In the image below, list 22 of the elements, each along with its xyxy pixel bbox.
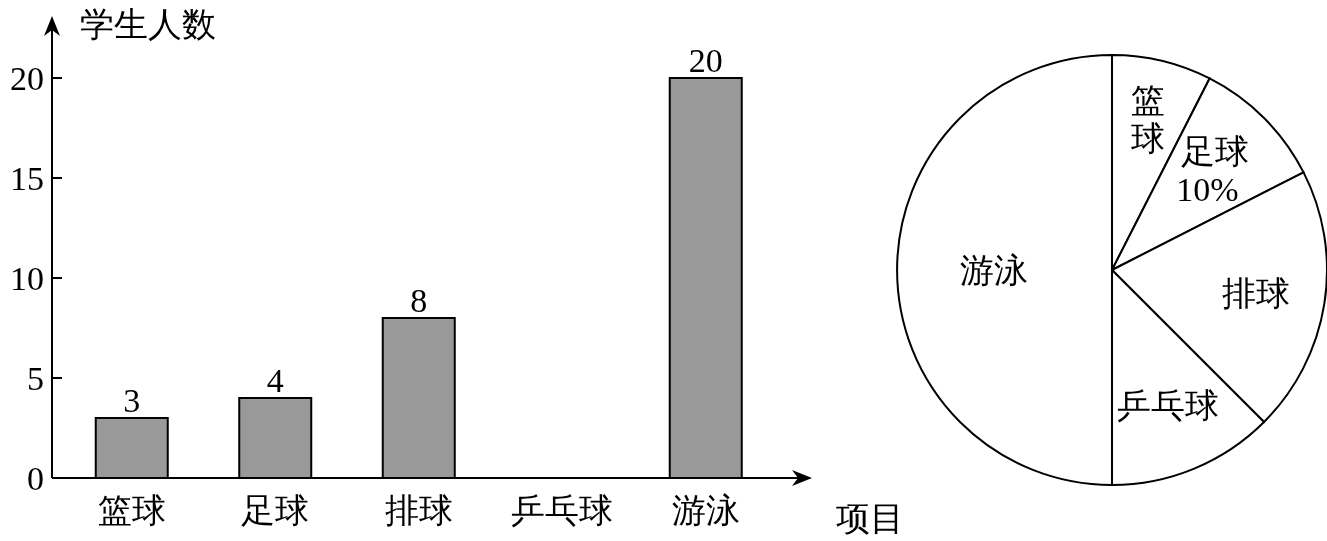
y-tick-label: 5: [27, 360, 44, 397]
data-label: 8: [410, 282, 428, 319]
x-axis-title: 项目: [836, 500, 904, 537]
y-tick-label: 15: [10, 160, 44, 197]
y-axis-title: 学生人数: [80, 6, 216, 43]
data-label: 10%: [1176, 170, 1239, 208]
x-tick-label: 排球: [384, 492, 453, 529]
x-tick-label: 篮球: [97, 492, 166, 529]
slice-label: 游泳: [959, 252, 1028, 289]
slice-label: 足球: [1181, 132, 1250, 170]
y-tick-label: 20: [10, 60, 44, 97]
y-tick-label: 0: [27, 460, 44, 497]
slice-label: 乒乓球: [1116, 387, 1219, 425]
data-label: 20: [688, 42, 723, 79]
slice-label: 篮球: [1131, 82, 1166, 158]
y-tick-label: 10: [10, 260, 44, 297]
x-tick-label: 乒乓球: [511, 492, 614, 529]
data-label: 3: [123, 382, 141, 419]
data-label: 4: [266, 362, 284, 399]
x-tick-label: 游泳: [671, 492, 740, 529]
slice-label: 排球: [1222, 274, 1291, 312]
x-tick-label: 足球: [241, 492, 310, 529]
